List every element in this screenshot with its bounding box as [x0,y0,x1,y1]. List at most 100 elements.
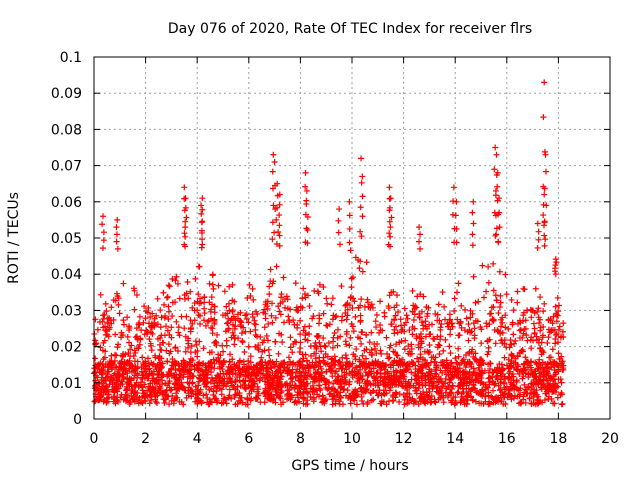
data-point [418,330,425,337]
x-tick-label: 8 [296,431,305,447]
data-point [378,398,385,405]
data-point [157,335,164,342]
data-point [558,379,565,386]
data-point [256,366,263,373]
data-point [499,319,506,326]
data-point [110,316,117,323]
data-point [494,169,501,176]
data-point [151,319,158,326]
data-point [542,236,549,243]
data-point [100,229,107,236]
data-point [280,274,287,281]
data-point [517,385,524,392]
data-point [546,385,553,392]
data-point [404,387,411,394]
data-point [541,242,548,249]
data-point [241,361,248,368]
data-point [397,316,404,323]
x-tick-label: 2 [141,431,150,447]
data-point [321,342,328,349]
data-point [139,354,146,361]
data-point [412,303,419,310]
data-point [534,220,541,227]
data-point [495,382,502,389]
data-point [446,343,453,350]
data-point [491,166,498,173]
data-point [467,388,474,395]
data-point [117,394,124,401]
data-point [554,394,561,401]
data-point [166,401,173,408]
data-point [164,293,171,300]
data-point [452,355,459,362]
data-point [192,275,199,282]
data-point [496,268,503,275]
data-point [314,333,321,340]
data-point [390,379,397,386]
data-point [212,395,219,402]
data-point [215,282,222,289]
data-point [503,344,510,351]
data-point [112,331,119,338]
data-point [343,328,350,335]
data-point [176,332,183,339]
data-point [225,327,232,334]
data-point [397,358,404,365]
data-point [184,278,191,285]
data-point [374,360,381,367]
data-point [173,318,180,325]
data-point [528,400,535,407]
data-point [92,355,99,362]
data-point [267,266,274,273]
data-point [123,359,130,366]
data-point [378,350,385,357]
data-point [325,339,332,346]
data-point [330,361,337,368]
data-point [269,219,276,226]
data-point [273,204,280,211]
data-point [232,363,239,370]
data-point [554,294,561,301]
data-point [264,298,271,305]
data-point [456,361,463,368]
data-point [114,216,121,223]
data-point [247,359,254,366]
data-point [386,218,393,225]
data-point [550,359,557,366]
data-point [386,354,393,361]
data-point [115,301,122,308]
data-point [524,337,531,344]
data-point [440,347,447,354]
x-tick-label: 20 [601,431,619,447]
data-point [534,401,541,408]
data-point [99,245,106,252]
data-point [462,306,469,313]
data-point [168,334,175,341]
data-point [426,331,433,338]
data-point [513,377,520,384]
data-point [152,398,159,405]
data-point [451,295,458,302]
data-point [540,222,547,229]
data-point [418,372,425,379]
data-point [461,327,468,334]
data-point [181,230,188,237]
data-point [286,358,293,365]
data-point [526,395,533,402]
data-point [317,363,324,370]
data-point [297,370,304,377]
data-point [310,398,317,405]
data-point [545,334,552,341]
data-point [245,319,252,326]
data-point [136,394,143,401]
data-point [489,369,496,376]
data-point [511,340,518,347]
data-point [137,335,144,342]
data-point [191,300,198,307]
data-point [480,294,487,301]
data-point [97,393,104,400]
data-point [479,367,486,374]
data-point [342,338,349,345]
data-point [352,364,359,371]
data-point [292,383,299,390]
